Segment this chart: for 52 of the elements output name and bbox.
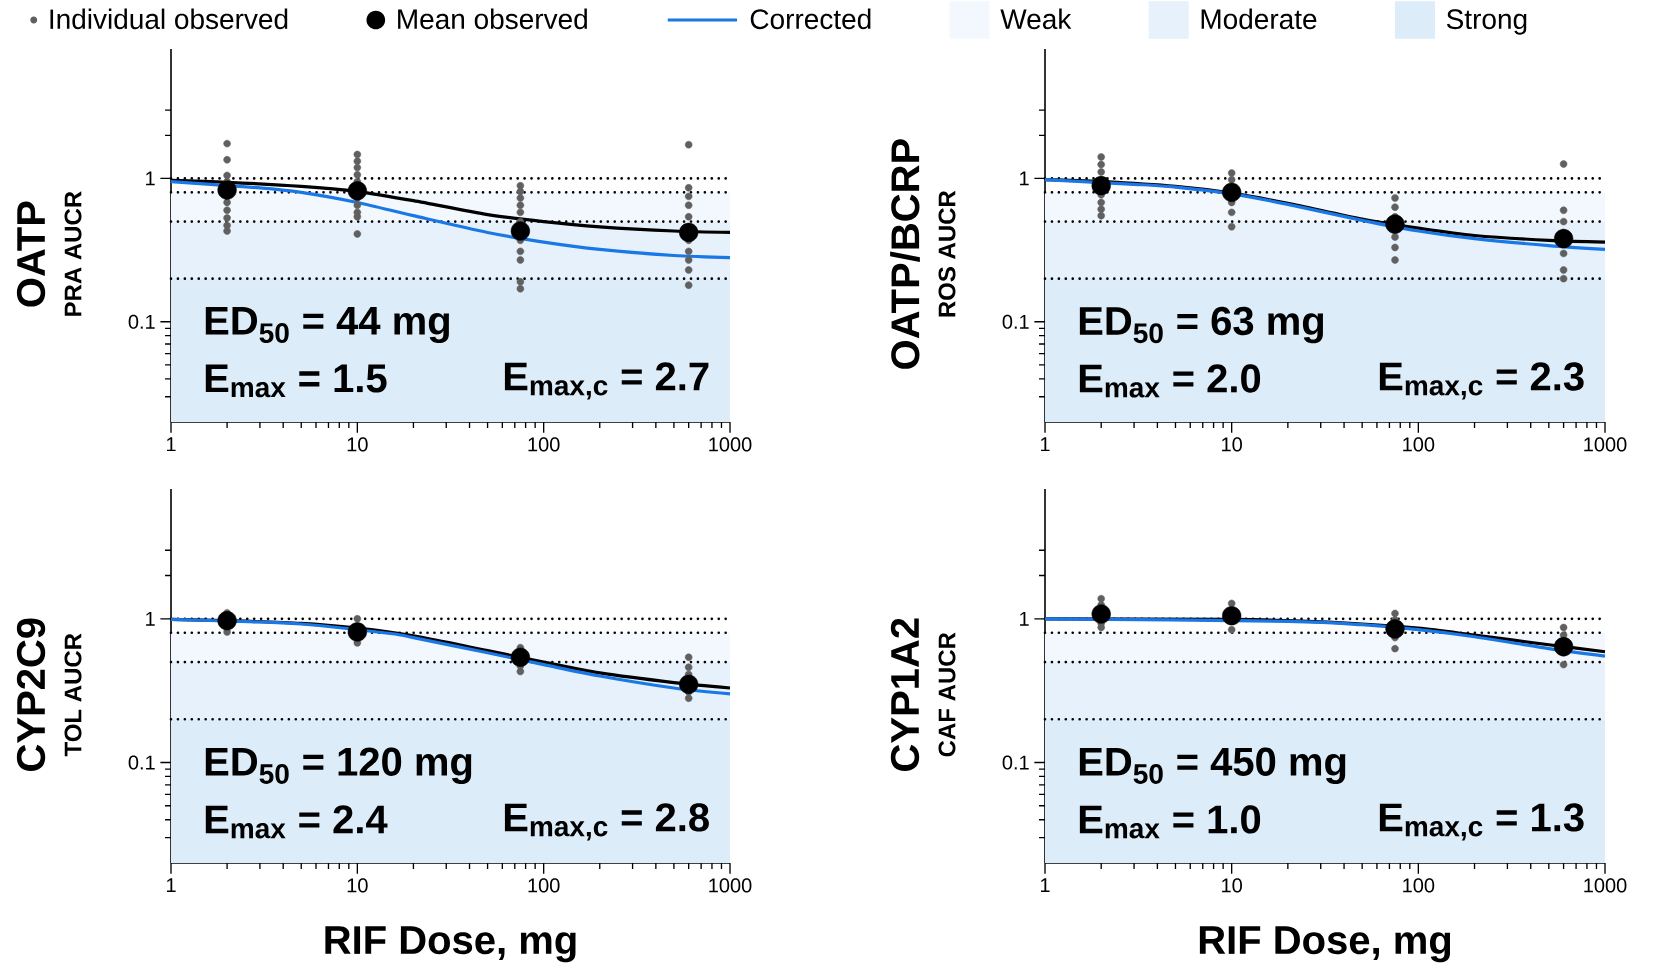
text: ROS AUCR	[938, 190, 956, 317]
y-axis-title: OATP/BCRP	[890, 139, 920, 369]
legend-label: Weak	[1000, 8, 1072, 30]
y-tick-label: 1	[146, 171, 155, 186]
legend-label: Strong	[1446, 9, 1527, 35]
text: TOL AUCR	[64, 633, 82, 757]
x-tick-label: 10	[1222, 878, 1242, 893]
annotation: E$_{max}$ = 2.0	[1079, 364, 1261, 398]
x-tick-label: 100	[528, 437, 560, 452]
y-tick-label: 1	[1020, 171, 1029, 186]
x-tick-label: 100	[528, 878, 560, 893]
y-tick-label: 0.1	[128, 314, 155, 329]
annotation: ED$_{50}$ = 450 mg	[1079, 747, 1346, 784]
annotation: ED$_{50}$ = 120 mg	[205, 747, 472, 784]
text: CAF AUCR	[938, 632, 956, 757]
x-tick-label: 100	[1403, 437, 1435, 452]
y-tick-label: 1	[146, 611, 155, 626]
annotation: ED$_{50}$ = 63 mg	[1079, 306, 1324, 344]
annotation: E$_{max}$ = 2.4	[205, 805, 388, 839]
annotation: E$_{max,c}$ = 2.7	[504, 362, 709, 400]
y-tick-label: 1	[1020, 611, 1029, 626]
x-tick-label: 1000	[709, 437, 752, 452]
annotation: E$_{max,c}$ = 2.3	[1379, 362, 1584, 400]
x-tick-label: 100	[1403, 878, 1435, 893]
annotation: E$_{max}$ = 1.0	[1079, 805, 1261, 839]
x-axis-title: RIF Dose, mg	[1199, 926, 1451, 963]
annotation: E$_{max,c}$ = 2.8	[504, 803, 709, 841]
annotation: ED$_{50}$ = 44 mg	[205, 307, 449, 343]
annotation: E$_{max,c}$ = 1.3	[1379, 803, 1584, 841]
x-tick-label: 10	[1222, 437, 1242, 452]
legend-label: Individual observed	[50, 8, 288, 30]
annotation: E$_{max}$ = 1.5	[205, 364, 387, 398]
x-tick-label: 1	[1040, 437, 1050, 452]
legend-label: Mean observed	[398, 8, 587, 30]
y-tick-label: 0.1	[1002, 314, 1029, 329]
x-tick-label: 1000	[1584, 437, 1627, 452]
x-tick-label: 10	[347, 437, 368, 452]
x-tick-label: 1000	[709, 878, 752, 893]
x-tick-label: 1	[166, 437, 176, 452]
y-tick-label: 0.1	[1002, 755, 1029, 770]
legend-label: Corrected	[750, 8, 871, 30]
x-tick-label: 1	[166, 878, 176, 893]
legend-label: Moderate	[1201, 8, 1317, 30]
y-axis-title: CYP1A2	[890, 618, 920, 771]
y-axis-title: OATP	[16, 201, 46, 307]
y-tick-label: 0.1	[128, 755, 155, 770]
x-tick-label: 10	[347, 878, 368, 893]
text: PRA AUCR	[64, 191, 82, 316]
x-tick-label: 1000	[1584, 878, 1627, 893]
x-tick-label: 1	[1040, 878, 1050, 893]
y-axis-title: CYP2C9	[16, 618, 46, 771]
x-axis-title: RIF Dose, mg	[325, 926, 576, 963]
